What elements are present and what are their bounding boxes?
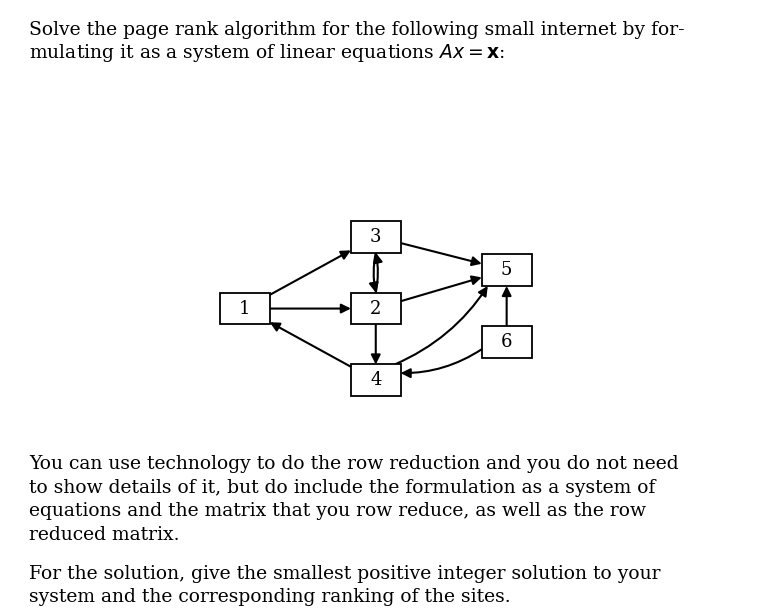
Text: reduced matrix.: reduced matrix. (29, 525, 179, 544)
FancyBboxPatch shape (351, 221, 400, 252)
FancyBboxPatch shape (351, 293, 400, 324)
Text: 2: 2 (370, 299, 381, 318)
Text: mulating it as a system of linear equations $Ax = \mathbf{x}$:: mulating it as a system of linear equati… (29, 42, 505, 64)
Text: 3: 3 (370, 228, 381, 246)
Text: to show details of it, but do include the formulation as a system of: to show details of it, but do include th… (29, 479, 655, 497)
Text: For the solution, give the smallest positive integer solution to your: For the solution, give the smallest posi… (29, 565, 661, 582)
FancyBboxPatch shape (351, 365, 400, 397)
FancyBboxPatch shape (482, 326, 531, 358)
FancyBboxPatch shape (482, 254, 531, 286)
Text: Solve the page rank algorithm for the following small internet by for-: Solve the page rank algorithm for the fo… (29, 21, 685, 39)
Text: 6: 6 (501, 333, 512, 351)
Text: 4: 4 (370, 371, 381, 389)
Text: system and the corresponding ranking of the sites.: system and the corresponding ranking of … (29, 588, 511, 606)
Text: 1: 1 (239, 299, 250, 318)
Text: You can use technology to do the row reduction and you do not need: You can use technology to do the row red… (29, 455, 679, 473)
Text: equations and the matrix that you row reduce, as well as the row: equations and the matrix that you row re… (29, 502, 646, 520)
Text: 5: 5 (501, 261, 512, 279)
FancyBboxPatch shape (220, 293, 270, 324)
